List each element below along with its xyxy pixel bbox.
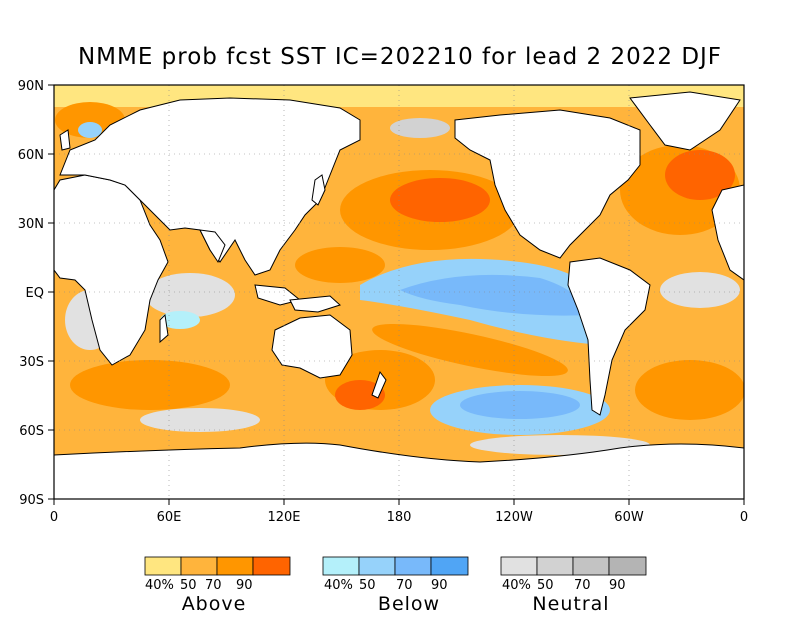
- lat-tick-label: 30S: [19, 355, 44, 370]
- indonesia-land: [254, 284, 302, 306]
- africa-wrap-land: [711, 184, 744, 281]
- lat-tick-label: 60N: [18, 148, 44, 163]
- india-land: [199, 229, 226, 264]
- legend-below-title: Below: [378, 593, 440, 615]
- australia-land: [271, 314, 353, 379]
- legend-above-swatch: [144, 556, 182, 576]
- lon-tick-marks: [53, 499, 745, 505]
- legend-below-swatch: [358, 556, 396, 576]
- legend-above-title: Above: [182, 593, 247, 615]
- above-90-region: [390, 178, 490, 222]
- graticule: [54, 85, 744, 499]
- below-70-region: [400, 274, 590, 316]
- lon-tick-label: 60E: [157, 510, 182, 525]
- legend-neutral-swatch: [608, 556, 647, 576]
- lat-tick-label: 90N: [18, 79, 44, 94]
- above-70-region: [372, 323, 568, 377]
- legend-below-label: 40%: [324, 578, 353, 593]
- lon-tick-label: 0: [50, 510, 58, 525]
- legend-above-label: 90: [236, 578, 253, 593]
- legend-neutral-swatch: [536, 556, 574, 576]
- new-guinea-land: [289, 295, 341, 313]
- japan-land: [311, 174, 326, 206]
- lat-tick-label: 30N: [18, 217, 44, 232]
- below-50-region: [78, 122, 102, 138]
- neutral-patch: [660, 272, 740, 308]
- legend-below-label: 70: [396, 578, 413, 593]
- legend-above-swatch: [180, 556, 218, 576]
- neutral-patch: [390, 118, 450, 138]
- lon-tick-label: 120W: [495, 510, 533, 525]
- new-zealand-land: [371, 370, 387, 399]
- above-90-region: [335, 380, 385, 410]
- above-70-region: [635, 360, 744, 420]
- map-title: NMME prob fcst SST IC=202210 for lead 2 …: [77, 44, 723, 70]
- legend-above-swatch: [252, 556, 291, 576]
- neutral-patch: [145, 273, 235, 317]
- legend-neutral-swatch: [572, 556, 610, 576]
- legend-neutral-swatch: [500, 556, 538, 576]
- antarctica-land: [54, 442, 744, 499]
- greenland-land: [629, 91, 741, 151]
- legend-below-label: 50: [359, 578, 376, 593]
- below-70-region: [460, 391, 580, 419]
- lon-tick-label: 0: [740, 510, 748, 525]
- legend-below-label: 90: [431, 578, 448, 593]
- lat-tick-marks: [48, 84, 54, 500]
- lat-tick-label: 90S: [19, 493, 44, 508]
- legend-above-label: 50: [180, 578, 197, 593]
- above-90-region: [665, 150, 735, 200]
- legend-neutral-label: 50: [537, 578, 554, 593]
- legend-below: 40% 50 70 90 Below: [322, 556, 469, 615]
- legend-above-swatch: [216, 556, 254, 576]
- legend-below-swatch: [322, 556, 360, 576]
- legend-below-swatch: [394, 556, 432, 576]
- neutral-patch: [140, 408, 260, 432]
- legend-neutral-title: Neutral: [532, 593, 609, 615]
- north-america-land: [454, 109, 641, 259]
- uk-land: [59, 129, 71, 151]
- below-40-region: [160, 311, 200, 329]
- legend-above-label: 70: [205, 578, 222, 593]
- lon-tick-label: 120E: [267, 510, 300, 525]
- legend-above-label: 40%: [145, 578, 174, 593]
- legend-neutral-label: 90: [609, 578, 626, 593]
- lat-tick-label: 60S: [19, 424, 44, 439]
- lon-tick-label: 60W: [614, 510, 644, 525]
- legend-below-swatch: [430, 556, 469, 576]
- above-70-region: [295, 247, 385, 283]
- south-america-land: [567, 257, 651, 416]
- legend-neutral-label: 40%: [502, 578, 531, 593]
- lon-tick-label: 180: [387, 510, 412, 525]
- land-masses: [54, 91, 744, 416]
- eurasia-land: [59, 97, 361, 276]
- above-70-region: [70, 360, 230, 410]
- legend-neutral: 40% 50 70 90 Neutral: [500, 556, 647, 615]
- legend-neutral-label: 70: [574, 578, 591, 593]
- legend-above: 40% 50 70 90 Above: [144, 556, 291, 615]
- lat-tick-label: EQ: [26, 286, 44, 301]
- madagascar-land: [159, 313, 169, 344]
